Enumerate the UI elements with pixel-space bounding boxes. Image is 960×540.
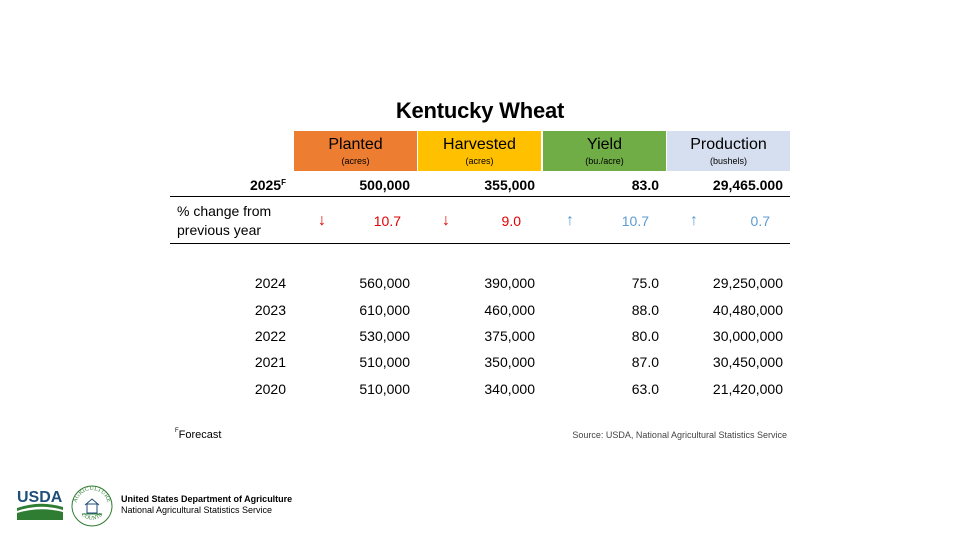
- header-label: Yield: [587, 136, 622, 153]
- footnote-superscript: F: [175, 428, 179, 434]
- change-planted: 10.7: [373, 213, 401, 229]
- row-yield: 87.0: [631, 354, 659, 370]
- forecast-superscript: F: [281, 178, 286, 187]
- row-harvested: 390,000: [484, 275, 535, 291]
- change-label-line2: previous year: [177, 222, 262, 238]
- agriculture-counts-seal-icon: AGRICULTURE COUNTS: [71, 485, 113, 527]
- usda-logo-text: USDA: [17, 489, 63, 506]
- divider-top: [170, 196, 790, 197]
- header-planted: Planted (acres): [294, 131, 417, 171]
- row-production: 30,450,000: [712, 354, 783, 370]
- seal-bottom-text: COUNTS: [80, 512, 104, 522]
- header-production: Production (bushels): [667, 131, 790, 171]
- arrow-down-icon: ↓: [442, 212, 450, 229]
- row-year: 2024: [254, 275, 286, 291]
- change-yield: 10.7: [621, 213, 649, 229]
- row-production: 29,250,000: [712, 275, 783, 291]
- svg-text:AGRICULTURE: AGRICULTURE: [72, 486, 111, 504]
- arrow-up-icon: ↑: [566, 212, 574, 229]
- header-label: Harvested: [443, 136, 516, 153]
- source-note: Source: USDA, National Agricultural Stat…: [572, 430, 787, 440]
- forecast-year-text: 2025: [249, 177, 282, 193]
- row-yield: 80.0: [631, 328, 659, 344]
- row-planted: 530,000: [359, 328, 410, 344]
- row-harvested: 350,000: [484, 354, 535, 370]
- header-unit: (bu./acre): [585, 156, 624, 166]
- change-harvested: 9.0: [501, 213, 521, 229]
- agency-line1: United States Department of Agriculture: [121, 494, 293, 504]
- header-unit: (bushels): [709, 156, 747, 166]
- header-harvested: Harvested (acres): [418, 131, 541, 171]
- header-unit: (acres): [465, 156, 494, 166]
- header-unit: (acres): [341, 156, 370, 166]
- forecast-planted: 500,000: [359, 177, 410, 193]
- row-yield: 88.0: [631, 302, 659, 318]
- row-year: 2020: [254, 381, 286, 397]
- footnote-text: Forecast: [178, 429, 222, 441]
- forecast-yield: 83.0: [631, 177, 659, 193]
- table-title: Kentucky Wheat: [395, 98, 565, 123]
- footnote: FForecast: [175, 428, 222, 441]
- row-production: 21,420,000: [712, 381, 783, 397]
- row-yield: 75.0: [631, 275, 659, 291]
- row-harvested: 375,000: [484, 328, 535, 344]
- forecast-production: 29,465.000: [712, 177, 783, 193]
- change-label-line1: % change from: [177, 203, 272, 219]
- agency-name: United States Department of Agriculture …: [121, 494, 292, 516]
- row-yield: 63.0: [631, 381, 659, 397]
- row-planted: 510,000: [359, 354, 410, 370]
- forecast-year: 2025F: [176, 176, 286, 194]
- header-yield: Yield (bu./acre): [543, 131, 666, 171]
- seal-top-text: AGRICULTURE: [72, 486, 111, 504]
- arrow-down-icon: ↓: [318, 212, 326, 229]
- row-planted: 610,000: [359, 302, 410, 318]
- row-year: 2022: [254, 328, 286, 344]
- row-planted: 510,000: [359, 381, 410, 397]
- divider-bottom: [170, 243, 790, 244]
- row-planted: 560,000: [359, 275, 410, 291]
- row-harvested: 340,000: [484, 381, 535, 397]
- forecast-harvested: 355,000: [484, 177, 535, 193]
- row-year: 2021: [254, 354, 286, 370]
- agency-line2: National Agricultural Statistics Service: [121, 505, 273, 515]
- svg-text:COUNTS: COUNTS: [80, 512, 104, 522]
- header-label: Production: [690, 136, 767, 153]
- usda-logo: USDA: [17, 489, 63, 520]
- row-production: 30,000,000: [712, 328, 783, 344]
- row-production: 40,480,000: [712, 302, 783, 318]
- arrow-up-icon: ↑: [690, 212, 698, 229]
- change-production: 0.7: [750, 213, 770, 229]
- row-year: 2023: [254, 302, 286, 318]
- header-label: Planted: [328, 136, 383, 153]
- row-harvested: 460,000: [484, 302, 535, 318]
